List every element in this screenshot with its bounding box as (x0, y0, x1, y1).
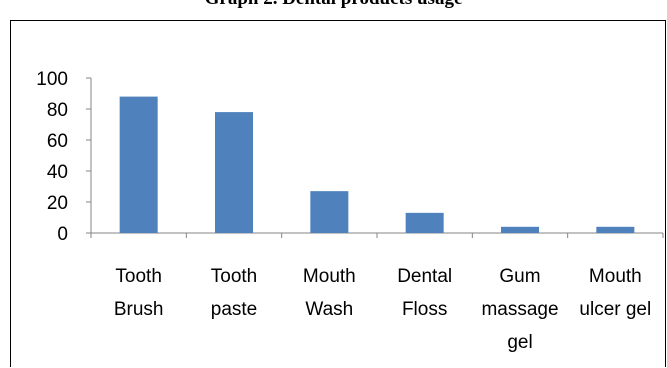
category-label-line: Wash (305, 299, 353, 320)
category-label-line: ulcer gel (579, 299, 651, 320)
bar (405, 212, 444, 233)
category-label-line: Gum (499, 266, 540, 287)
chart-title: Graph 2. Dental products usage (0, 0, 667, 9)
bar (215, 112, 253, 233)
y-tick-label: 0 (57, 224, 68, 245)
category-label-line: Dental (397, 266, 452, 287)
category-label-line: Floss (402, 299, 447, 320)
category-label-line: Tooth (115, 266, 161, 287)
chart-frame (10, 20, 666, 367)
bar (501, 226, 539, 233)
bars (119, 96, 635, 233)
category-label-line: Brush (114, 299, 164, 320)
y-tick-label: 60 (47, 131, 68, 152)
category-label: Tooth paste (211, 266, 257, 320)
category-label-line: paste (211, 299, 257, 320)
chart-title-clip: Graph 2. Dental products usage (0, 0, 667, 10)
y-tick-label: 100 (36, 69, 68, 90)
category-label: Tooth Brush (114, 266, 164, 320)
y-tick-label: 80 (47, 100, 68, 121)
bar (310, 191, 349, 233)
category-label: Mouth ulcer gel (579, 266, 651, 320)
x-axis (90, 232, 664, 238)
category-label: Dental Floss (397, 266, 452, 320)
category-label-line: massage (481, 299, 558, 320)
y-tick-label: 20 (47, 193, 68, 214)
bar (119, 96, 158, 233)
category-label-line: Mouth (589, 266, 642, 287)
category-label-line: gel (507, 332, 532, 353)
y-tick-label: 40 (47, 162, 68, 183)
category-label: Mouth Wash (303, 266, 356, 320)
y-axis: 0 20 40 60 80 100 (36, 69, 92, 245)
category-label: Gum massage gel (481, 266, 558, 353)
category-labels: Tooth Brush Tooth paste Mouth Wash Dental Floss… (114, 266, 651, 353)
bar (596, 226, 635, 233)
category-label-line: Mouth (303, 266, 356, 287)
category-label-line: Tooth (211, 266, 257, 287)
